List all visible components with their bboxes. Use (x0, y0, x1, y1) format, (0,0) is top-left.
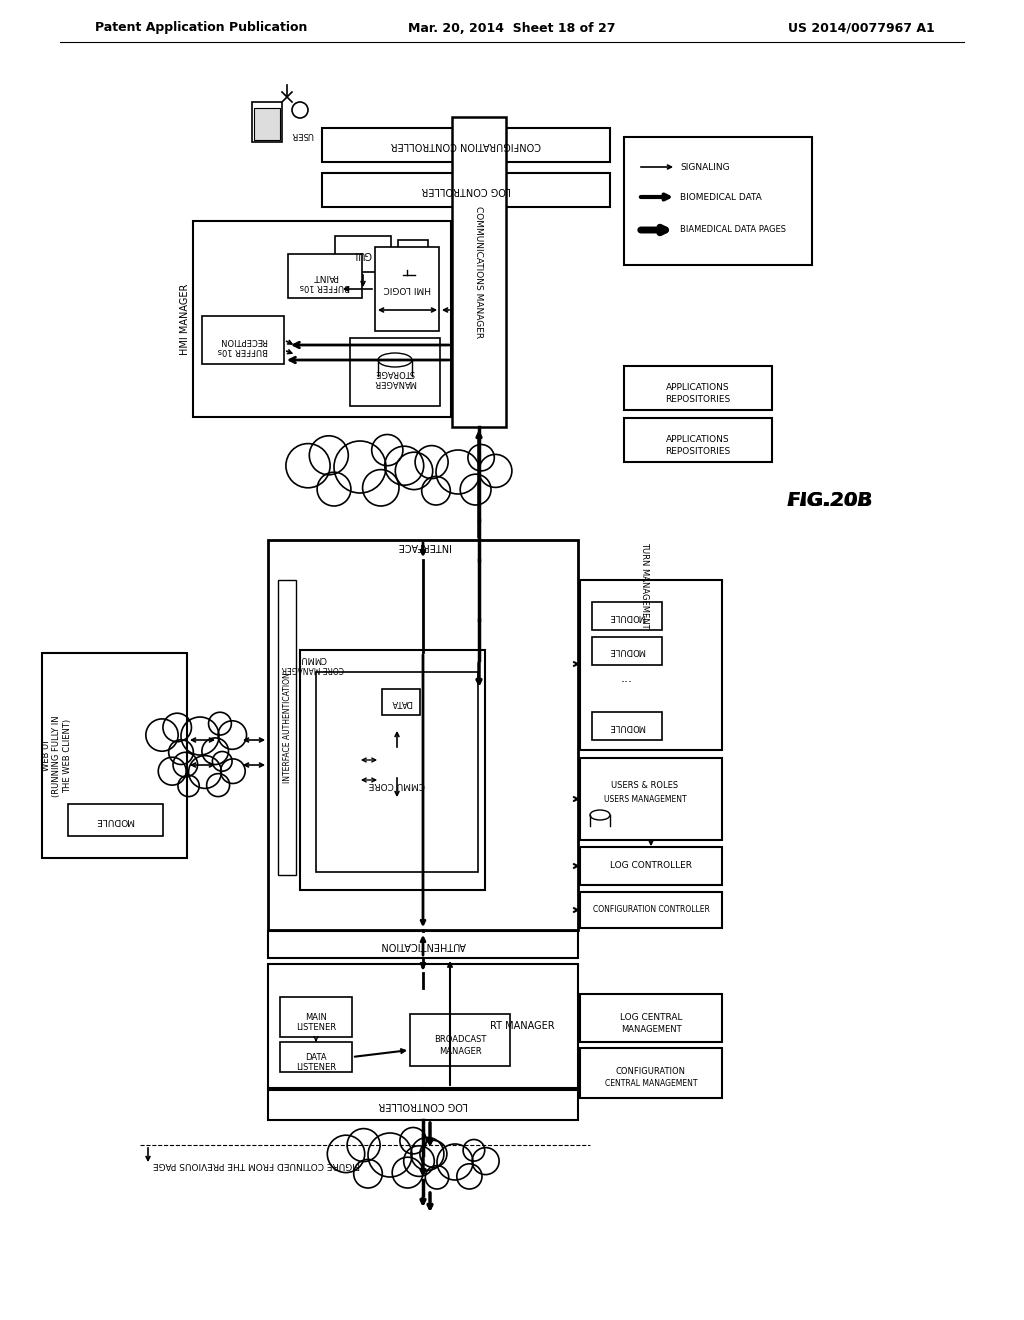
Text: Mar. 20, 2014  Sheet 18 of 27: Mar. 20, 2014 Sheet 18 of 27 (409, 21, 615, 34)
Bar (624, 418, 772, 462)
Text: APPLICATIONS: APPLICATIONS (667, 384, 730, 392)
Bar (382, 689, 420, 715)
Text: REPOSITORIES: REPOSITORIES (666, 395, 731, 404)
Text: CENTRAL MANAGEMENT: CENTRAL MANAGEMENT (605, 1080, 697, 1089)
Bar (592, 638, 662, 665)
Bar (193, 220, 451, 417)
Text: DATA: DATA (305, 1052, 327, 1061)
Text: TURN MANAGEMENT: TURN MANAGEMENT (640, 541, 649, 628)
Text: SIGNALING: SIGNALING (680, 162, 730, 172)
Bar (580, 579, 722, 750)
Bar (68, 804, 163, 836)
Text: MANAGER: MANAGER (374, 379, 417, 388)
Bar (452, 117, 506, 426)
Bar (580, 1048, 722, 1098)
Text: MODULE: MODULE (95, 816, 134, 825)
Bar (350, 338, 440, 407)
Text: CORE MANAGER: CORE MANAGER (282, 664, 344, 672)
Text: LISTENER: LISTENER (296, 1023, 336, 1032)
Text: RECEPTION: RECEPTION (219, 335, 267, 345)
Text: BIAMEDICAL DATA PAGES: BIAMEDICAL DATA PAGES (680, 226, 786, 235)
Text: APPLICATIONS: APPLICATIONS (667, 436, 730, 445)
Text: USERS MANAGEMENT: USERS MANAGEMENT (604, 795, 686, 804)
Bar (268, 964, 578, 1088)
Text: FIGURE COTINUED FROM THE PREVIOUS PAGE: FIGURE COTINUED FROM THE PREVIOUS PAGE (153, 1160, 360, 1170)
Text: ...: ... (621, 672, 633, 685)
Bar (580, 892, 722, 928)
Bar (316, 672, 478, 873)
Text: MODULE: MODULE (609, 722, 645, 730)
Text: INTERFACE: INTERFACE (396, 541, 450, 550)
Bar (300, 649, 485, 890)
Bar (592, 711, 662, 741)
Text: AUTHENTICATION: AUTHENTICATION (380, 940, 466, 950)
Text: LOG CONTROLLER: LOG CONTROLLER (378, 1100, 468, 1110)
Bar (42, 653, 187, 858)
Text: CMMU: CMMU (300, 653, 327, 663)
Bar (375, 247, 439, 331)
Text: STORAGE: STORAGE (375, 368, 415, 378)
Bar (322, 128, 610, 162)
Text: CMMU CORE: CMMU CORE (369, 780, 425, 788)
Bar (398, 240, 428, 271)
Text: MODULE: MODULE (609, 611, 645, 620)
Text: MANAGER: MANAGER (438, 1048, 481, 1056)
Text: PAINT: PAINT (312, 272, 338, 281)
Text: MANAGEMENT: MANAGEMENT (621, 1026, 681, 1035)
Bar (322, 173, 610, 207)
Text: COMMUNICATIONS MANAGER: COMMUNICATIONS MANAGER (474, 206, 483, 338)
Bar (280, 997, 352, 1038)
Text: INTERFACE AUTHENTICATION: INTERFACE AUTHENTICATION (283, 673, 292, 783)
Bar (335, 236, 391, 272)
Text: FIG.20B: FIG.20B (787, 491, 872, 510)
Text: HMI MANAGER: HMI MANAGER (180, 284, 190, 355)
Text: LOG CENTRAL: LOG CENTRAL (620, 1014, 682, 1023)
Text: RT MANAGER: RT MANAGER (490, 1020, 555, 1031)
Text: LISTENER: LISTENER (296, 1064, 336, 1072)
Bar (268, 540, 578, 931)
Text: WEB UI
(RUNNING FULLY IN
THE WEB CLIENT): WEB UI (RUNNING FULLY IN THE WEB CLIENT) (42, 715, 72, 797)
Text: FIG.20B: FIG.20B (786, 491, 873, 510)
Bar (268, 1090, 578, 1119)
Text: CONFIGURATION CONTROLLER: CONFIGURATION CONTROLLER (391, 140, 541, 150)
Bar (280, 1041, 352, 1072)
Bar (402, 248, 424, 267)
Text: REPOSITORIES: REPOSITORIES (666, 446, 731, 455)
Bar (410, 1014, 510, 1067)
Text: BIOMEDICAL DATA: BIOMEDICAL DATA (680, 193, 762, 202)
Bar (580, 758, 722, 840)
Bar (252, 102, 282, 143)
Text: BROADCAST: BROADCAST (434, 1035, 486, 1044)
Text: US 2014/0077967 A1: US 2014/0077967 A1 (788, 21, 935, 34)
Bar (624, 137, 812, 265)
Bar (580, 847, 722, 884)
Text: USER: USER (291, 129, 313, 139)
Bar (580, 994, 722, 1041)
Bar (278, 579, 296, 875)
Bar (624, 366, 772, 411)
Text: DATA: DATA (390, 697, 412, 706)
Bar (268, 931, 578, 958)
Text: LOG CONTROLLER: LOG CONTROLLER (421, 185, 511, 195)
Text: BUFFER 10s: BUFFER 10s (218, 346, 268, 355)
Bar (254, 108, 280, 140)
Text: HMI LOGIC: HMI LOGIC (383, 285, 431, 293)
Text: CONFIGURATION CONTROLLER: CONFIGURATION CONTROLLER (593, 906, 710, 915)
Text: GUI: GUI (354, 249, 372, 259)
Bar (202, 315, 284, 364)
Text: MODULE: MODULE (609, 647, 645, 656)
Bar (592, 602, 662, 630)
Text: LOG CONTROLLER: LOG CONTROLLER (610, 862, 692, 870)
Text: BUFFER 10s: BUFFER 10s (300, 282, 350, 292)
Text: USERS & ROLES: USERS & ROLES (611, 780, 679, 789)
Text: CONFIGURATION: CONFIGURATION (616, 1068, 686, 1077)
Bar (288, 253, 362, 298)
Text: Patent Application Publication: Patent Application Publication (95, 21, 307, 34)
Text: MAIN: MAIN (305, 1012, 327, 1022)
